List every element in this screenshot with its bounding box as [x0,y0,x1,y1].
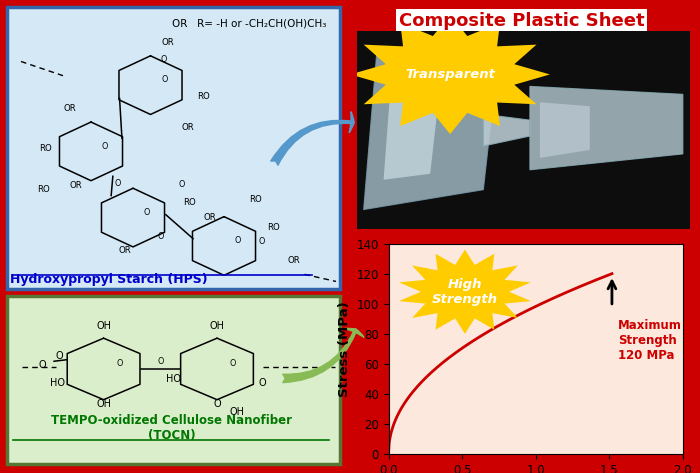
Text: OR: OR [288,255,300,265]
Text: O: O [258,236,265,246]
Text: RO: RO [267,223,279,233]
Text: O: O [38,360,46,370]
Text: O: O [160,54,167,64]
Text: OH: OH [209,321,225,332]
Y-axis label: Stress (MPa): Stress (MPa) [338,301,351,397]
Text: OH: OH [229,407,244,418]
Text: OR   R= -H or -CH₂CH(OH)CH₃: OR R= -H or -CH₂CH(OH)CH₃ [172,19,326,29]
Text: RO: RO [249,195,262,204]
Text: TEMPO-oxidized Cellulose Nanofiber
(TOCN): TEMPO-oxidized Cellulose Nanofiber (TOCN… [51,414,292,442]
Text: RO: RO [183,198,195,207]
Text: OR: OR [162,38,174,47]
Polygon shape [384,87,440,180]
Text: High
Strength: High Strength [432,278,498,306]
Text: O: O [161,75,167,84]
Text: OH: OH [96,321,111,332]
Text: HO: HO [50,378,65,388]
Text: OH: OH [96,399,111,410]
Text: Maximum
Strength
120 MPa: Maximum Strength 120 MPa [618,319,682,362]
Polygon shape [530,87,682,170]
Polygon shape [540,102,589,158]
Text: OR: OR [181,123,194,132]
FancyBboxPatch shape [7,7,340,289]
Text: Composite Plastic Sheet: Composite Plastic Sheet [399,12,644,30]
Text: O: O [214,399,220,410]
Text: O: O [56,350,63,361]
Text: OR: OR [118,246,131,255]
Text: HO: HO [166,374,181,385]
Text: O: O [116,359,122,368]
FancyBboxPatch shape [7,296,340,464]
Text: O: O [230,359,236,368]
FancyBboxPatch shape [346,7,693,464]
Polygon shape [364,51,497,210]
Text: OR: OR [64,104,76,114]
Text: O: O [234,236,241,245]
Text: RO: RO [37,184,50,194]
Text: O: O [259,378,266,388]
Polygon shape [483,114,530,146]
Text: O: O [102,141,108,150]
Text: RO: RO [197,92,209,102]
Text: OR: OR [69,181,82,190]
Polygon shape [351,15,550,134]
Polygon shape [399,250,531,334]
Text: O: O [114,179,121,188]
Text: Transparent: Transparent [405,68,495,81]
Text: O: O [178,180,186,189]
Text: RO: RO [39,144,52,154]
Text: O: O [157,357,164,367]
Text: O: O [144,208,150,217]
Text: OR: OR [204,213,216,222]
Text: O: O [158,232,164,241]
Text: Hydroxypropyl Starch (HPS): Hydroxypropyl Starch (HPS) [10,273,207,286]
